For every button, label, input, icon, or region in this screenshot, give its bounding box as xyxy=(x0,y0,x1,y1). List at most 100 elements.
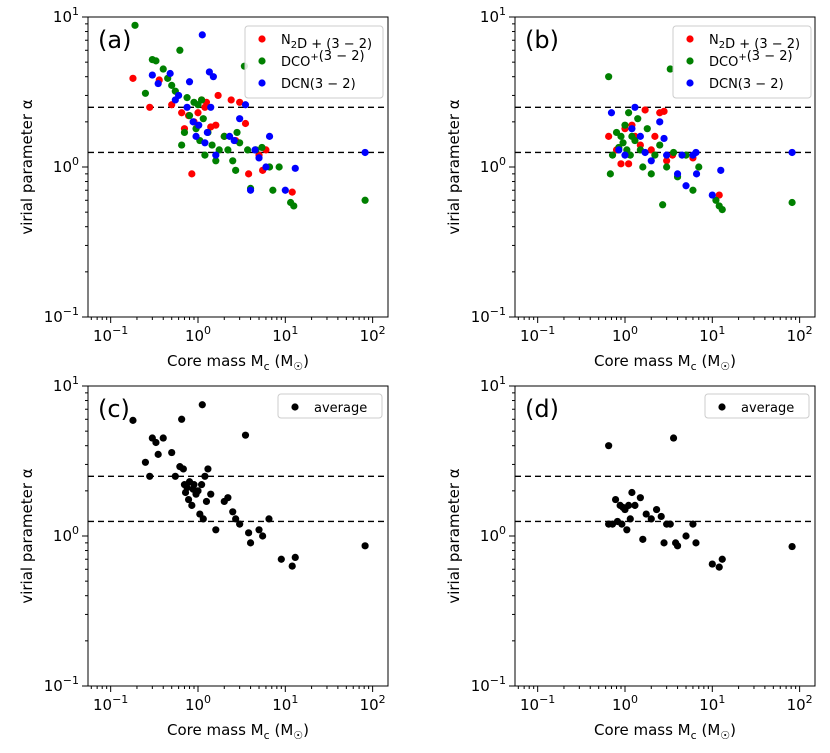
data-point xyxy=(225,132,234,140)
data-point xyxy=(212,151,220,159)
x-tick-label: 101 xyxy=(699,693,725,714)
data-point xyxy=(617,132,625,140)
data-point xyxy=(178,141,186,149)
data-point xyxy=(666,520,674,528)
data-point xyxy=(605,73,613,81)
data-point xyxy=(229,508,237,516)
x-tick-exponent: 0 xyxy=(204,693,211,706)
data-point xyxy=(227,96,235,104)
x-tick-base: 10 xyxy=(272,696,291,714)
data-point xyxy=(224,146,232,154)
data-point xyxy=(192,132,200,140)
data-point xyxy=(682,532,690,540)
y-tick-base: 10 xyxy=(480,377,499,395)
data-point xyxy=(236,520,244,528)
x-tick-label: 100 xyxy=(185,324,211,345)
data-point xyxy=(275,163,283,171)
data-point xyxy=(176,46,184,54)
x-axis-label: Core mass Mc (M☉) xyxy=(167,352,309,373)
legend-label-sub: 2 xyxy=(291,40,297,51)
data-point xyxy=(708,191,716,199)
data-point xyxy=(290,202,298,210)
panel-label: (a) xyxy=(98,26,131,54)
data-point xyxy=(673,170,682,178)
data-point xyxy=(258,143,266,152)
data-point xyxy=(245,529,253,537)
data-point xyxy=(129,74,137,82)
data-point xyxy=(718,555,726,563)
y-tick-base: 10 xyxy=(53,377,72,395)
x-tick-exponent: 0 xyxy=(631,324,638,337)
data-point xyxy=(625,501,633,509)
legend-marker xyxy=(258,35,266,43)
data-point xyxy=(678,151,686,159)
y-tick-label: 100 xyxy=(480,155,506,176)
data-point xyxy=(209,73,217,81)
data-point xyxy=(689,186,697,194)
x-label-sub: c xyxy=(691,729,697,742)
series-dcn-3-2- xyxy=(148,31,369,194)
axes-frame xyxy=(87,16,389,318)
x-label-part: (M xyxy=(697,721,721,739)
y-tick-base: 10 xyxy=(480,158,499,176)
legend-label: average xyxy=(314,401,367,416)
x-tick-label: 10−1 xyxy=(93,693,128,714)
data-point xyxy=(361,148,369,157)
y-tick-exponent: 0 xyxy=(72,155,79,168)
x-label-part: Core mass M xyxy=(167,721,264,739)
data-point xyxy=(236,98,244,106)
data-point xyxy=(692,539,700,547)
data-point xyxy=(212,157,220,165)
x-label-part: (M xyxy=(270,352,294,370)
legend-label: DCN(3 − 2) xyxy=(281,77,356,92)
y-tick-label: 101 xyxy=(53,5,79,26)
data-point xyxy=(692,170,701,178)
x-label-sub: ☉ xyxy=(293,360,303,373)
legend-label-main: average xyxy=(741,401,794,416)
data-point xyxy=(171,472,179,480)
x-label-part: ) xyxy=(730,721,736,739)
data-point xyxy=(152,438,160,447)
data-point xyxy=(183,94,191,102)
data-point xyxy=(212,121,220,129)
data-point xyxy=(631,103,639,111)
x-tick-exponent: 2 xyxy=(379,324,386,337)
data-point xyxy=(246,539,255,547)
data-point xyxy=(189,118,197,126)
data-point xyxy=(241,119,250,128)
data-point xyxy=(712,196,720,204)
data-point xyxy=(146,472,154,480)
data-point xyxy=(129,416,137,424)
data-point xyxy=(605,132,613,140)
y-tick-label: 10−1 xyxy=(471,674,506,695)
data-point xyxy=(636,494,644,502)
data-point xyxy=(183,484,191,492)
data-point xyxy=(657,512,665,521)
data-point xyxy=(718,205,726,214)
data-point xyxy=(659,201,667,209)
legend-label-main: N xyxy=(281,33,291,48)
data-point xyxy=(715,191,723,199)
data-point xyxy=(607,109,616,117)
x-tick-base: 10 xyxy=(787,696,806,714)
data-point xyxy=(631,136,639,145)
data-point xyxy=(666,65,674,73)
data-point xyxy=(663,163,671,171)
data-point xyxy=(204,465,212,473)
x-label-sub: ☉ xyxy=(293,729,303,742)
data-point xyxy=(141,89,150,97)
data-point xyxy=(608,151,617,159)
y-tick-base: 10 xyxy=(53,158,72,176)
x-label-part: ) xyxy=(303,352,309,370)
data-point xyxy=(201,151,209,159)
x-tick-label: 102 xyxy=(360,693,386,714)
y-tick-base: 10 xyxy=(44,677,63,695)
x-tick-label: 100 xyxy=(612,324,638,345)
x-tick-exponent: −1 xyxy=(112,693,128,706)
y-tick-label: 100 xyxy=(53,524,79,545)
legend-label-main: DCO xyxy=(281,55,310,70)
x-tick-exponent: −1 xyxy=(539,324,555,337)
data-point xyxy=(265,515,273,523)
data-point xyxy=(628,488,636,497)
x-tick-exponent: 2 xyxy=(806,693,813,706)
